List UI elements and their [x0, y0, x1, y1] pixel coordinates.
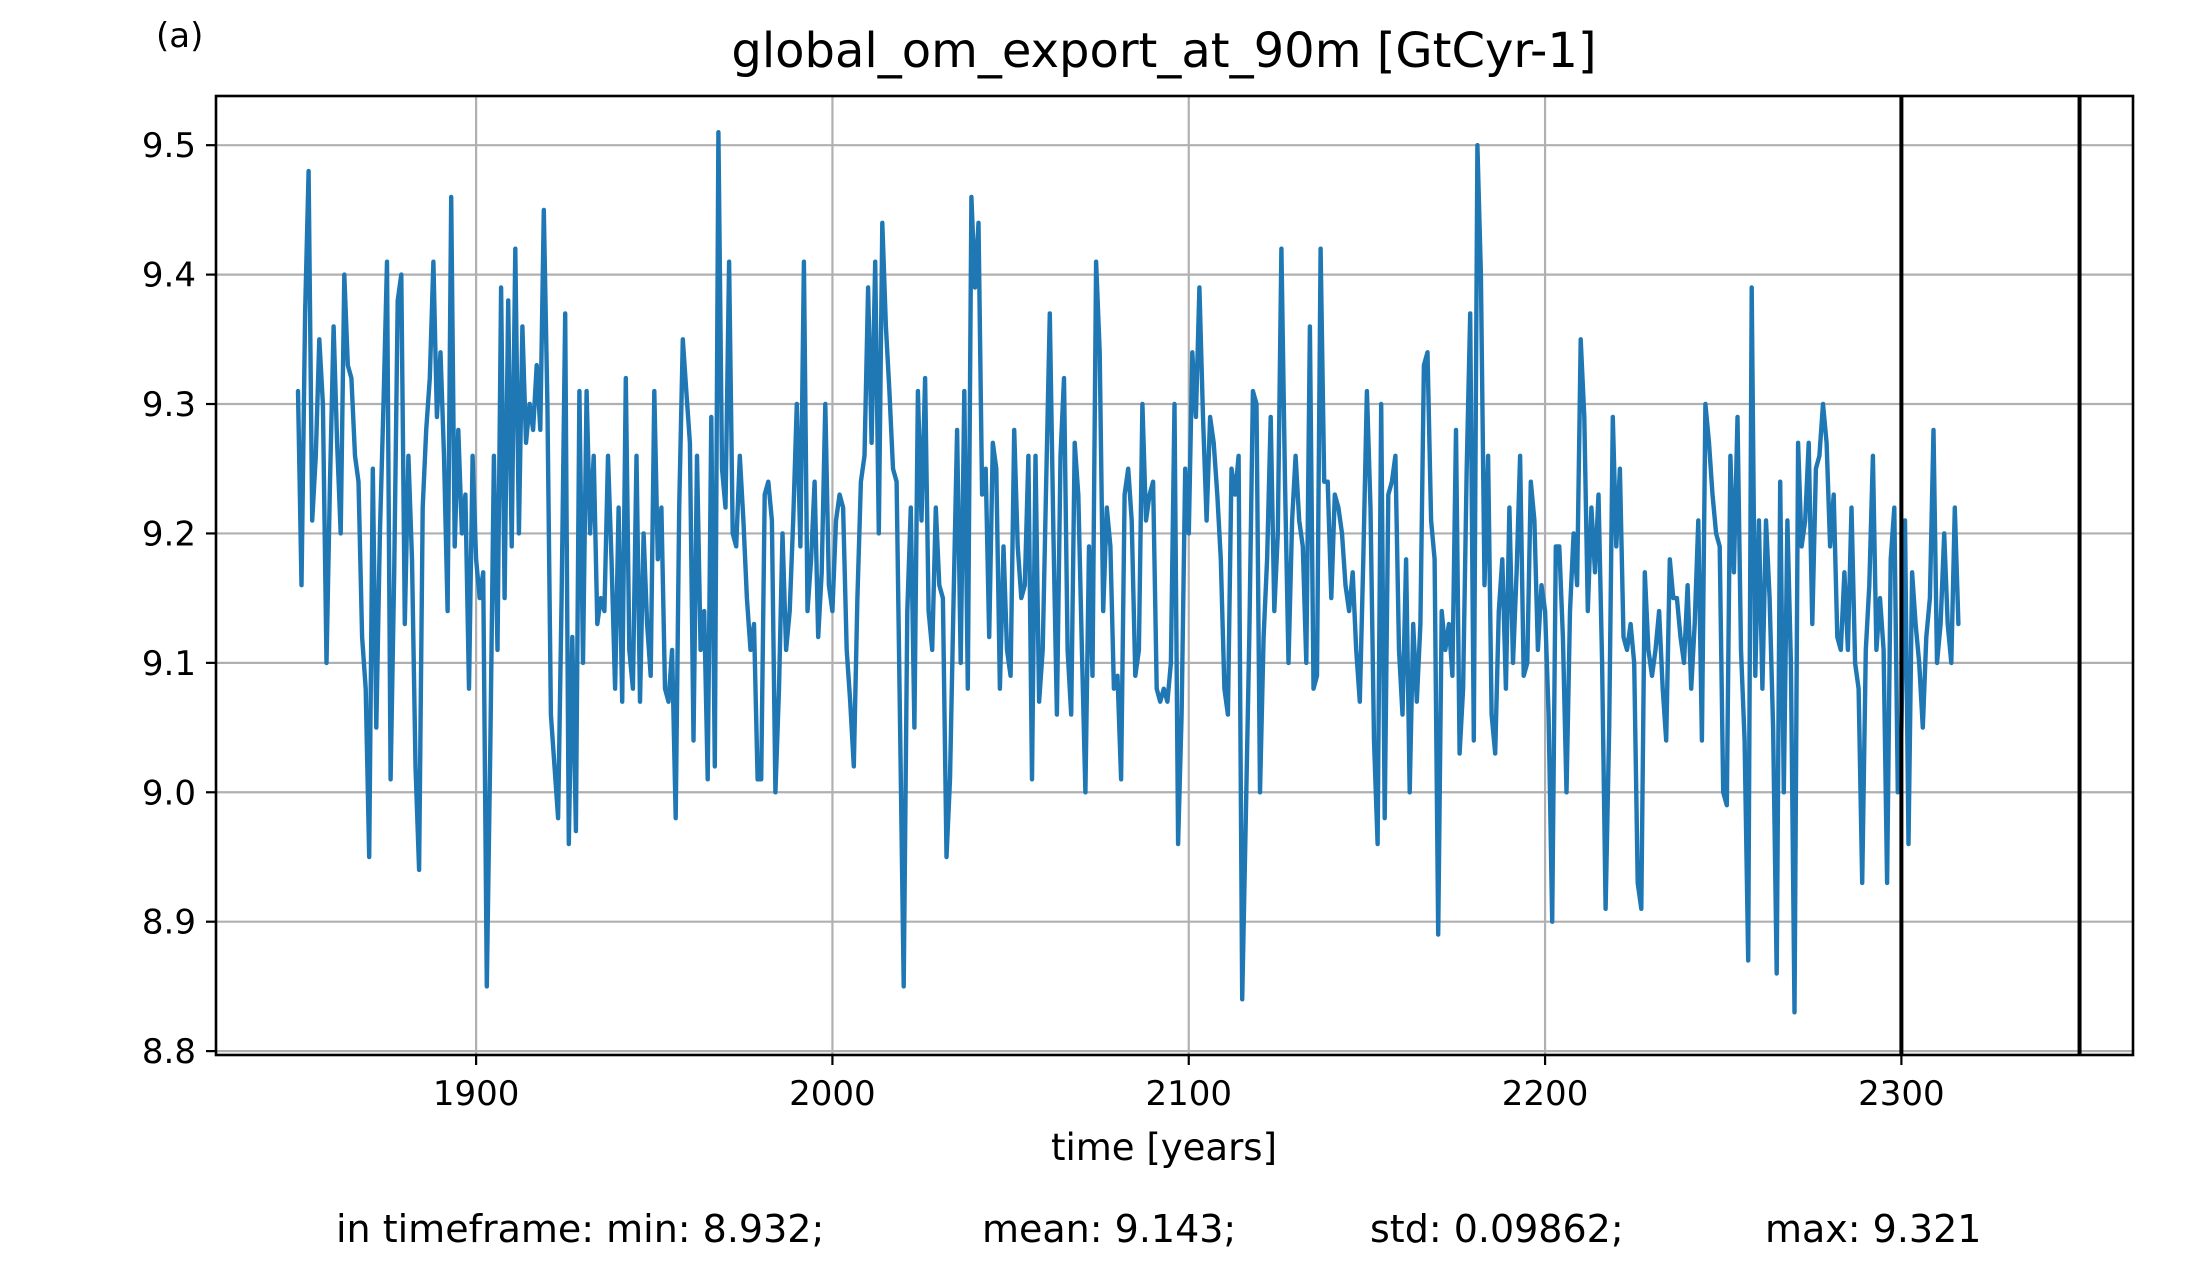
- y-tick-label: 9.3: [142, 385, 196, 425]
- stats-max: max: 9.321: [1765, 1207, 1981, 1251]
- stats-mean: mean: 9.143;: [982, 1207, 1236, 1251]
- x-tick-label: 1900: [433, 1074, 520, 1114]
- x-tick-label: 2300: [1858, 1074, 1945, 1114]
- tick-layer: 1900 2000 2100 2200 2300 8.8 8.9 9.0 9.1 9.2 9.3 9.…: [142, 126, 1945, 1114]
- stats-min: in timeframe: min: 8.932;: [336, 1207, 824, 1251]
- x-tick-label: 2200: [1502, 1074, 1589, 1114]
- series-line-0: [295, 129, 1961, 1015]
- y-tick-label: 8.9: [142, 903, 196, 943]
- x-axis-label: time [years]: [1051, 1126, 1277, 1169]
- vertical-marker-layer: [1899, 96, 2082, 1055]
- y-tick-label: 9.1: [142, 644, 196, 684]
- panel-label: (a): [156, 16, 203, 56]
- y-tick-label: 9.4: [142, 256, 196, 296]
- x-tick-label: 2000: [789, 1074, 876, 1114]
- chart-title: global_om_export_at_90m [GtCyr-1]: [731, 23, 1596, 79]
- y-tick-label: 9.2: [142, 514, 196, 554]
- stats-std: std: 0.09862;: [1370, 1207, 1624, 1251]
- y-tick-label: 9.0: [142, 773, 196, 813]
- y-tick-label: 9.5: [142, 126, 196, 166]
- series-layer: [295, 129, 1961, 1015]
- plot-frame: [214, 94, 2135, 1057]
- x-tick-label: 2100: [1145, 1074, 1232, 1114]
- y-tick-label: 8.8: [142, 1032, 196, 1072]
